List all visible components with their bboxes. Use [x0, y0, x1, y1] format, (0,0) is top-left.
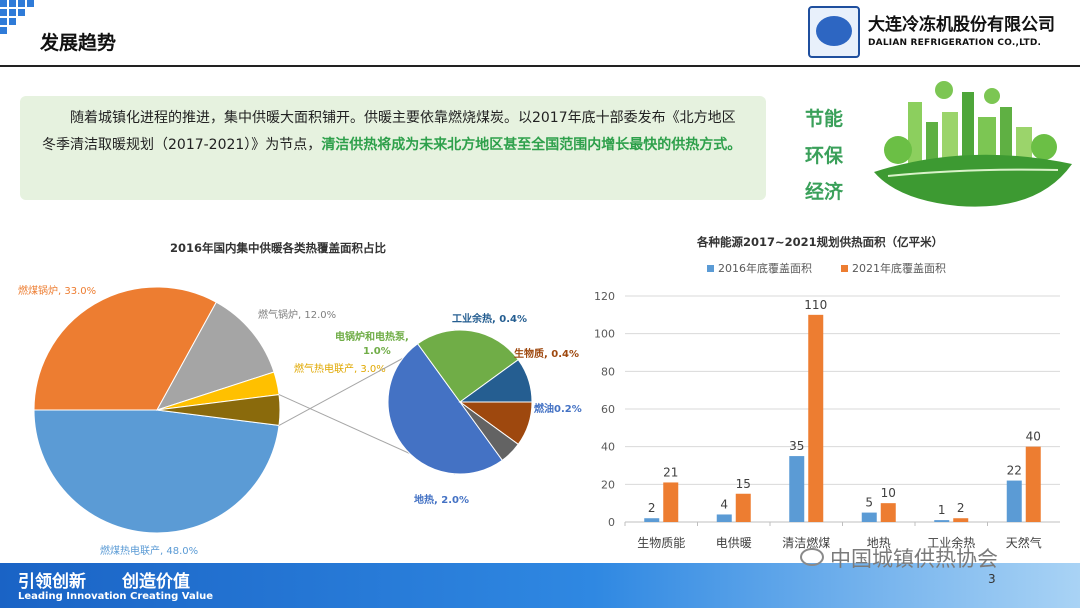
legend-swatch-1: [707, 265, 714, 272]
bar-chart-title: 各种能源2017~2021规划供热面积（亿平米）: [697, 235, 944, 249]
y-tick-label-100: 100: [594, 328, 615, 341]
y-tick-label-40: 40: [601, 441, 615, 454]
secondary-pie-label-2: 电锅炉和电热泵,: [335, 330, 409, 343]
pie-of-pie-chart: 燃煤热电联产, 48.0% 燃煤锅炉, 33.0% 燃气锅炉, 12.0% 燃气热电联…: [18, 284, 582, 557]
footer-slogan-1-en: Leading Innovation: [18, 591, 127, 602]
secondary-pie-label-4: 生物质, 0.4%: [514, 347, 579, 360]
pie-label-2: 燃煤锅炉, 33.0%: [18, 284, 96, 297]
bar---series-2: [880, 503, 896, 522]
footer-slogan-2: 创造价值: [122, 572, 190, 592]
x-category-label: 工业余热: [927, 535, 975, 550]
intro-highlight: 清洁供热将成为未来北方地区甚至全国范围内增长最快的供热方式。: [321, 137, 742, 153]
y-tick-label-0: 0: [608, 516, 615, 529]
corner-decoration: [0, 0, 34, 34]
secondary-pie-slice-5: [459, 401, 519, 461]
x-category-label: 天然气: [1006, 535, 1042, 550]
x-category-label: 地热: [867, 536, 891, 550]
bar---series-2: [808, 314, 824, 522]
bar---series-1: [1006, 480, 1022, 522]
eco-word-economy: 经济: [805, 181, 844, 203]
footer-bar: [0, 563, 1080, 608]
bar---series-1: [789, 456, 805, 522]
pie-label-3: 燃气锅炉, 12.0%: [258, 308, 336, 321]
y-tick-label-80: 80: [601, 365, 615, 378]
bar-value-label: 40: [1026, 430, 1041, 444]
footer-slogan-1: 引领创新: [18, 572, 86, 592]
legend-label-2: 2021年底覆盖面积: [852, 261, 946, 275]
wechat-source-watermark: 中国城镇供热协会: [830, 547, 998, 571]
bar-value-label: 10: [881, 486, 896, 500]
green-city-leaf-illustration: [874, 81, 1072, 207]
bar-value-label: 4: [720, 497, 728, 511]
pie-label-1: 燃煤热电联产, 48.0%: [100, 544, 198, 557]
company-logo: [808, 6, 860, 58]
bar---series-1: [644, 518, 660, 522]
bar-value-label: 35: [789, 439, 804, 453]
y-tick-label-60: 60: [601, 403, 615, 416]
secondary-pie-label-3: 工业余热, 0.4%: [452, 312, 527, 325]
intro-textbox: 随着城镇化进程的推进，集中供暖大面积铺开。供暖主要依靠燃烧煤炭。以2017年底十…: [20, 96, 766, 200]
bar-value-label: 2: [648, 501, 656, 515]
secondary-pie-label-1: 地热, 2.0%: [414, 493, 469, 506]
page-number: 3: [988, 572, 996, 586]
bar-value-label: 15: [736, 477, 751, 491]
y-tick-label-120: 120: [594, 290, 615, 303]
company-name-en: DALIAN REFRIGERATION CO.,LTD.: [868, 38, 1042, 48]
bar---series-2: [1025, 446, 1041, 522]
pie-slice-3: [155, 301, 275, 411]
pie-slice-2: [33, 286, 217, 411]
secondary-pie-slice-1: [387, 343, 504, 475]
legend-label-1: 2016年底覆盖面积: [718, 261, 812, 275]
eco-word-energy: 节能: [805, 108, 844, 130]
bar---series-2: [735, 493, 751, 522]
x-category-label: 清洁燃煤: [782, 535, 830, 550]
pie-chart-title: 2016年国内集中供暖各类热覆盖面积占比: [170, 241, 387, 255]
y-tick-label-20: 20: [601, 478, 615, 491]
x-category-label: 生物质能: [637, 536, 685, 550]
x-category-label: 电供暖: [716, 536, 752, 550]
bar---series-2: [663, 482, 679, 522]
bar---series-1: [934, 520, 950, 522]
pie-slice-1: [33, 409, 280, 534]
bar-value-label: 110: [804, 298, 827, 312]
intro-text: 随着城镇化进程的推进，集中供暖大面积铺开。供暖主要依靠燃烧煤炭。以2017年底十…: [42, 110, 736, 153]
bar-value-label: 5: [865, 496, 873, 510]
bar---series-1: [861, 512, 877, 522]
bar-value-label: 22: [1007, 464, 1022, 478]
company-name-cn: 大连冷冻机股份有限公司: [868, 15, 1055, 35]
wechat-icon: [800, 548, 824, 566]
legend-swatch-2: [841, 265, 848, 272]
bar---series-1: [716, 514, 732, 522]
bar-chart: 2016年底覆盖面积 2021年底覆盖面积020406080100120221生物…: [594, 261, 1060, 550]
bar-value-label: 2: [957, 501, 965, 515]
bar-value-label: 21: [663, 465, 678, 479]
footer-slogan-2-en: Creating Value: [130, 591, 214, 602]
header-divider: [0, 65, 1080, 67]
page-title: 发展趋势: [40, 32, 117, 54]
eco-word-environment: 环保: [805, 145, 844, 167]
secondary-pie-label-5: 燃油0.2%: [534, 402, 582, 415]
secondary-pie-slice-2: [416, 329, 519, 403]
bar---series-2: [953, 518, 969, 522]
bar-value-label: 1: [938, 503, 946, 517]
pie-label-4: 燃气热电联产, 3.0%: [294, 362, 386, 375]
secondary-pie-label-2-value: 1.0%: [363, 346, 391, 357]
